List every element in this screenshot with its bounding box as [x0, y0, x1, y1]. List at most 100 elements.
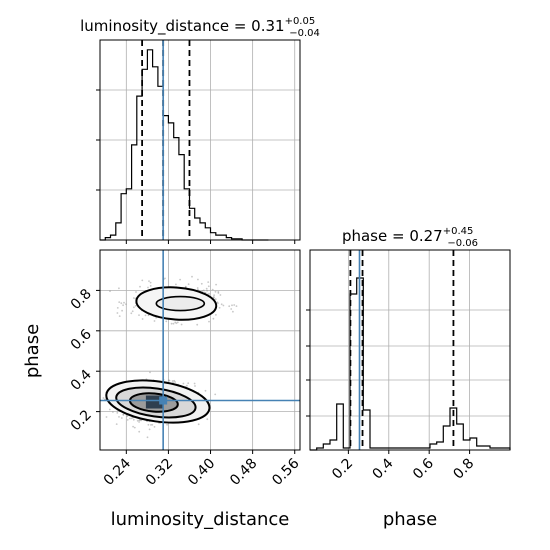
sample-point: [136, 419, 139, 422]
sample-point: [148, 280, 150, 282]
sample-point: [235, 305, 238, 307]
sample-point: [132, 418, 135, 421]
sample-point: [219, 294, 222, 296]
sample-point: [207, 281, 210, 283]
sample-point: [153, 426, 156, 428]
sample-point: [211, 288, 214, 291]
sample-point: [217, 292, 220, 294]
sample-point: [218, 306, 221, 309]
sample-point: [116, 312, 119, 314]
sample-point: [168, 379, 171, 382]
sample-point: [201, 290, 204, 292]
sample-point: [123, 301, 125, 304]
sample-point: [166, 423, 169, 426]
sample-point: [220, 303, 223, 306]
sample-point: [139, 285, 141, 288]
contour-inner-upper: [155, 295, 206, 312]
sample-point: [187, 382, 190, 385]
x-tick-label: 0.6: [410, 455, 437, 482]
sample-point: [214, 298, 217, 301]
sample-point: [148, 428, 151, 431]
joint-posterior-panel: 0.24 0.32 0.40 0.48 0.56 0.2 0.4 0.6 0.8: [68, 249, 303, 489]
sample-point: [141, 318, 144, 320]
x-tick-label: 0.24: [101, 455, 134, 488]
sample-point: [132, 425, 135, 428]
sample-point: [233, 304, 236, 306]
sample-point: [232, 310, 234, 313]
sample-point: [171, 380, 174, 382]
sample-point: [130, 417, 133, 420]
sample-point: [228, 305, 231, 308]
y-axis-label-phase: phase: [22, 324, 43, 378]
sample-point: [186, 384, 188, 387]
sample-point: [118, 416, 120, 418]
x-axis-label-luminosity-distance: luminosity_distance: [111, 509, 290, 530]
sample-point: [214, 290, 217, 293]
sample-point: [180, 323, 183, 326]
sample-point: [150, 424, 152, 426]
sample-point: [131, 310, 134, 313]
sample-point: [125, 303, 127, 306]
x-tick-label: 0.8: [450, 456, 477, 483]
sample-point: [116, 412, 119, 414]
y-tick-label: 0.4: [68, 367, 95, 394]
sample-point: [102, 397, 105, 399]
sample-point: [200, 282, 203, 285]
sample-point: [193, 382, 196, 385]
sample-point: [194, 385, 196, 387]
sample-point: [191, 275, 193, 278]
sample-point: [141, 279, 144, 282]
sample-point: [212, 317, 215, 320]
sample-point: [135, 291, 137, 293]
sample-point: [182, 382, 185, 385]
sample-point: [118, 315, 121, 317]
sample-point: [172, 322, 175, 325]
sample-point: [179, 278, 182, 281]
x-tick-label: 0.2: [329, 456, 356, 483]
sample-point: [153, 320, 156, 322]
sample-point: [115, 423, 118, 425]
sample-point: [118, 287, 120, 290]
truth-marker: [159, 396, 168, 405]
sample-point: [175, 283, 177, 286]
sample-point: [149, 371, 151, 374]
sample-point: [118, 301, 121, 303]
sample-point: [196, 287, 199, 289]
sample-point: [197, 423, 200, 426]
y-tick-label: 0.2: [68, 407, 95, 434]
sample-point: [215, 314, 217, 316]
sample-point: [133, 306, 135, 309]
sample-point: [149, 285, 152, 287]
sample-point: [138, 430, 141, 433]
sample-point: [105, 416, 108, 418]
y-tick-label: 0.8: [68, 286, 95, 313]
histogram-step: [310, 277, 511, 451]
sample-point: [120, 417, 123, 419]
sample-point: [175, 322, 178, 325]
title-luminosity-distance: luminosity_distance = 0.31+0.05 −0.04: [80, 16, 320, 39]
panel-frame: [99, 39, 301, 241]
sample-point: [122, 413, 125, 416]
sample-point: [122, 304, 124, 307]
x-tick-label: 0.4: [370, 455, 397, 482]
x-axis-label-phase: phase: [383, 509, 437, 530]
phase-histogram-panel: 0.2 0.4 0.6 0.8: [306, 249, 511, 483]
sample-point: [197, 278, 199, 281]
sample-point: [176, 321, 179, 324]
sample-point: [222, 304, 225, 307]
sample-point: [165, 320, 168, 323]
panel-frame: [309, 249, 511, 451]
sample-point: [140, 419, 143, 422]
sample-point: [217, 302, 219, 305]
sample-point: [130, 312, 133, 315]
sample-point: [212, 296, 215, 299]
sample-point: [109, 290, 111, 293]
sample-point: [147, 286, 149, 289]
panel-titles: luminosity_distance = 0.31+0.05 −0.04 phas…: [80, 16, 478, 249]
sample-point: [126, 419, 129, 421]
sample-point: [170, 322, 173, 325]
sample-point: [213, 294, 216, 297]
sample-point: [133, 426, 136, 429]
sample-point: [207, 285, 210, 288]
